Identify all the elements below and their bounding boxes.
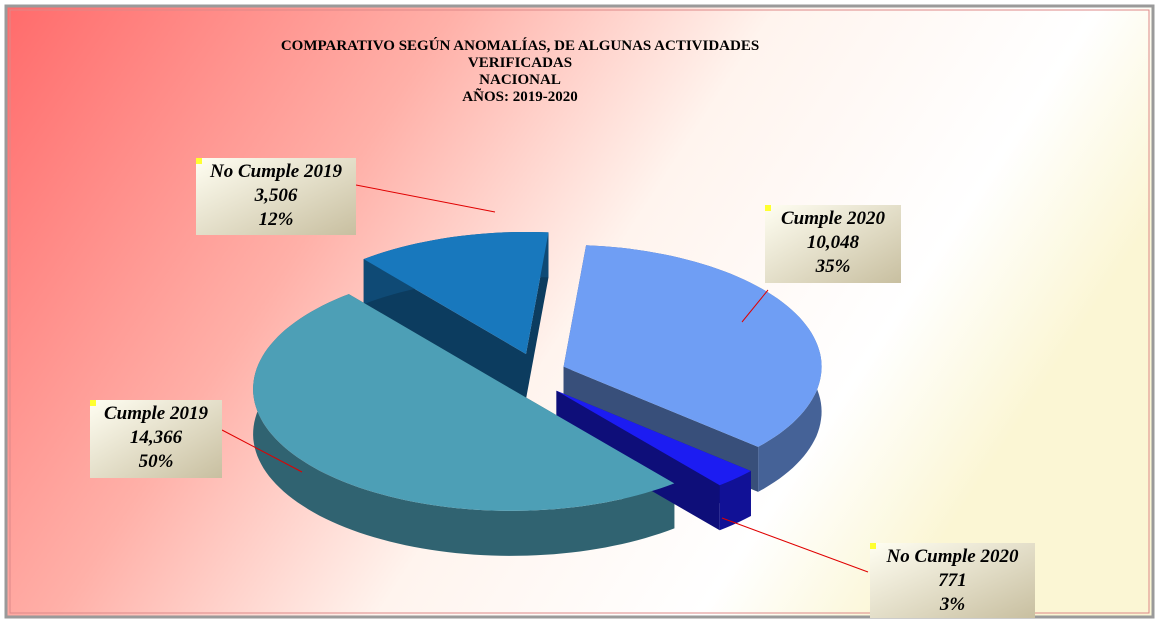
label-percent: 35% xyxy=(815,256,851,277)
leader-line xyxy=(721,517,869,573)
title-line: AÑOS: 2019-2020 xyxy=(462,87,577,105)
label-corner xyxy=(765,205,771,211)
title-line: VERIFICADAS xyxy=(468,55,572,71)
label-percent: 50% xyxy=(139,451,174,472)
label-box xyxy=(90,400,222,478)
label-percent: 12% xyxy=(259,209,294,230)
chart-frame xyxy=(9,9,1150,614)
slice xyxy=(556,390,751,486)
leader-line xyxy=(221,429,303,473)
label-category: Cumple 2019 xyxy=(104,403,208,424)
slice-side xyxy=(719,471,751,531)
label-corner xyxy=(870,543,876,549)
label-value: 771 xyxy=(938,570,967,591)
slice-wall xyxy=(556,390,720,531)
label-box xyxy=(765,205,901,283)
slice-side xyxy=(253,294,675,556)
pie xyxy=(253,232,822,556)
label-category: No Cumple 2019 xyxy=(209,161,342,182)
slice-wall xyxy=(363,259,526,399)
slice xyxy=(363,232,549,354)
label-box xyxy=(196,158,356,235)
label-value: 14,366 xyxy=(130,427,183,448)
title-line: COMPARATIVO SEGÚN ANOMALÍAS, DE ALGUNAS … xyxy=(281,37,759,54)
label-box xyxy=(870,543,1035,618)
slice xyxy=(563,245,822,447)
chart-title: COMPARATIVO SEGÚN ANOMALÍAS, DE ALGUNAS … xyxy=(281,37,759,105)
label-value: 10,048 xyxy=(807,232,860,253)
slice xyxy=(253,294,675,511)
label-percent: 3% xyxy=(939,594,965,615)
leader-line xyxy=(355,184,496,213)
title-line: NACIONAL xyxy=(479,72,561,88)
data-labels: Cumple 2020 10,048 35% No Cumple 2020 771 3% C… xyxy=(90,158,1035,618)
label-category: No Cumple 2020 xyxy=(886,546,1019,567)
label-value: 3,506 xyxy=(254,185,298,206)
label-corner xyxy=(196,158,202,164)
leader-line xyxy=(741,289,769,323)
label-corner xyxy=(90,400,96,406)
label-category: Cumple 2020 xyxy=(781,208,885,229)
